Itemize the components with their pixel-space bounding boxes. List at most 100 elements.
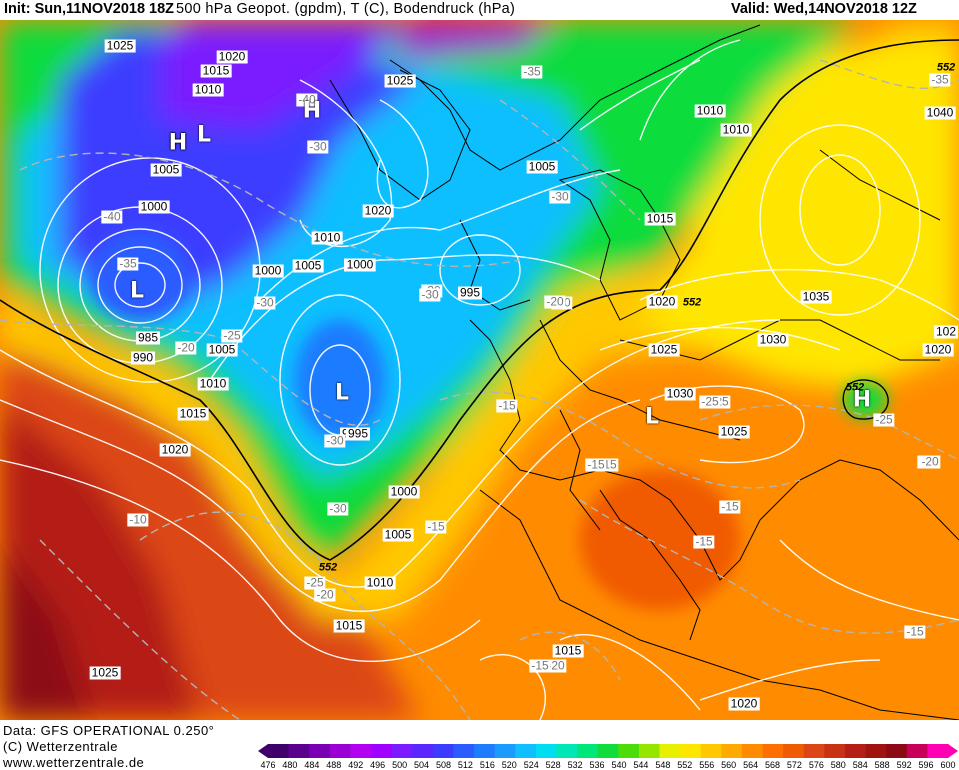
isobar-label: 1000 [138,199,170,214]
geopotential-label: 552 [318,561,338,574]
colorbar-tick-label: 528 [545,760,561,770]
colorbar-tick-label: 500 [392,760,408,770]
isobar-label: 1030 [757,332,789,347]
isobar-label: 1020 [922,342,954,357]
isotherm-label: -30 [419,287,441,302]
colorbar-swatch [700,744,722,758]
isobar-label: 1010 [720,122,752,137]
high-pressure-center: H [168,130,188,156]
weather-map[interactable] [0,20,959,720]
isotherm-label: -30 [549,189,571,204]
low-pressure-center: L [196,122,212,148]
colorbar-high-tip [948,744,958,758]
isotherm-label: -15 [529,658,551,673]
isobar-label: 1010 [694,103,726,118]
isotherm-label: -25 [221,328,243,343]
isobar-label: 1020 [216,49,248,64]
isobar-label: 1005 [292,258,324,273]
colorbar-tick-label: 576 [808,760,824,770]
isotherm-label: -15 [693,534,715,549]
isotherm-label: -40 [101,209,123,224]
isotherms [0,59,959,720]
colorbar-swatch [268,744,290,758]
isobar-label: 1005 [150,162,182,177]
isotherm-label: -30 [324,433,346,448]
geopotential-label: 552 [845,381,865,394]
isotherm-label: -25 [699,394,721,409]
isobar-label: 1020 [646,294,678,309]
isobar-label: 1020 [362,203,394,218]
colorbar-swatch [432,744,454,758]
isobar-label: 1000 [344,257,376,272]
isobar-label: 995 [457,285,483,300]
data-source-label: Data: GFS OPERATIONAL 0.250° [3,723,215,738]
isobar-label: 1015 [177,406,209,421]
isobar-label: 1005 [206,342,238,357]
colorbar-tick-label: 504 [414,760,430,770]
colorbar-tick-label: 552 [677,760,693,770]
isobar-label: 1010 [192,82,224,97]
isotherm-label: -15 [904,624,926,639]
colorbar-swatch [638,744,661,758]
colorbar-tick-label: 592 [896,760,912,770]
isobar-label: 1020 [728,696,760,711]
isotherm-label: -30 [327,501,349,516]
isotherm-label: -30 [307,139,329,154]
isobar-label: 1030 [664,386,696,401]
isotherm-label: -20 [175,340,197,355]
colorbar-swatch [762,744,784,758]
isobar-label: 1000 [252,263,284,278]
isobar-label: 1040 [924,105,956,120]
colorbar-swatch [535,744,557,758]
isotherm-label: -15 [496,398,518,413]
isobar-label: 1000 [388,484,420,499]
isotherm-label: -35 [929,72,951,87]
colorbar-tick-label: 548 [655,760,671,770]
colorbar-tick-label: 484 [304,760,320,770]
isotherm-label: -25 [873,412,895,427]
colorbar-tick-label: 524 [523,760,539,770]
colorbar-swatch [721,744,743,758]
website-link[interactable]: www.wetterzentrale.de [3,755,145,770]
isobar-label: 102 [933,324,959,339]
isobar-label: 995 [345,426,371,441]
init-time-label: Init: Sun,11NOV2018 18Z [4,1,175,17]
isobar-label: 1015 [200,63,232,78]
low-pressure-center: L [644,404,660,430]
colorbar-swatch [659,744,681,758]
colorbar-swatch [288,744,310,758]
colorbar-swatch [577,744,599,758]
isotherm-label: -40 [296,92,318,107]
colorbar-swatch [453,744,475,758]
geopotential-label: 552 [936,61,956,74]
colorbar-tick-label: 488 [326,760,342,770]
isobar-label: 1035 [800,289,832,304]
colorbar-tick-label: 480 [282,760,298,770]
colorbar-tick-label: 512 [457,760,473,770]
colorbar-tick-label: 544 [633,760,649,770]
isobar-label: 1015 [552,643,584,658]
isobar-label: 1010 [197,376,229,391]
colorbar-swatch [824,744,846,758]
colorbar-tick-label: 572 [786,760,802,770]
colorbar-swatch [886,744,908,758]
isotherm-label: -15 [719,499,741,514]
isotherm-label: -10 [127,512,149,527]
isotherm-label: -20 [919,454,941,469]
isotherm-label: -15 [585,457,607,472]
colorbar-swatch [906,744,928,758]
isobar-label: 1020 [159,442,191,457]
chart-title: 500 hPa Geopot. (gpdm), T (C), Bodendruc… [176,1,516,17]
isotherm-label: -30 [254,295,276,310]
high-pressure-center: H [302,98,322,124]
isobar-label: 1025 [384,73,416,88]
colorbar-swatch [927,744,949,758]
colorbar-swatch [474,744,496,758]
isobar-label: 1025 [104,38,136,53]
high-pressure-center: H [168,130,188,156]
colorbar-swatch [844,744,867,758]
isobar-label: 990 [130,350,156,365]
high-pressure-center: H [852,387,872,413]
colorbar-low-tip [258,744,268,758]
colorbar-tick-label: 496 [370,760,386,770]
